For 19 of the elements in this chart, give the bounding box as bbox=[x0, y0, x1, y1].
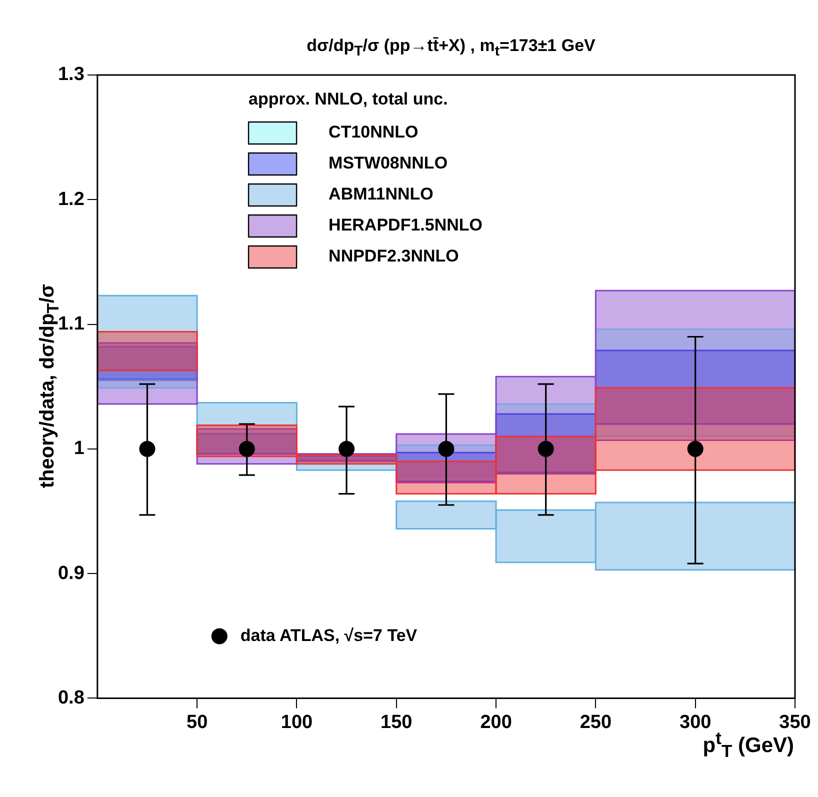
x-tick-label: 50 bbox=[186, 712, 208, 733]
legend-label: NNPDF2.3NNLO bbox=[328, 246, 459, 266]
legend-label: CT10NNLO bbox=[328, 122, 418, 142]
y-tick-label: 1.2 bbox=[58, 188, 84, 210]
x-tick-label: 250 bbox=[580, 712, 612, 733]
y-tick-label: 0.8 bbox=[58, 687, 84, 708]
legend-label: MSTW08NNLO bbox=[328, 154, 448, 173]
legend-label: HERAPDF1.5NNLO bbox=[328, 216, 483, 235]
legend-label: data ATLAS, √s=7 TeV bbox=[240, 626, 418, 645]
legend-title: approx. NNLO, total unc. bbox=[248, 90, 448, 109]
y-tick-label: 1 bbox=[74, 438, 85, 460]
x-tick-label: 150 bbox=[380, 712, 412, 733]
y-tick-label: 0.9 bbox=[58, 562, 84, 584]
chart-title: dσ/dp$_{T}$/σ (pp→tt̄+X) , m$_{t}$=173±1 GeV bbox=[306, 36, 596, 60]
x-tick-label: 100 bbox=[280, 712, 313, 733]
y-tick-label: 1.3 bbox=[58, 64, 84, 86]
y-tick-label: 1.1 bbox=[58, 314, 85, 335]
x-tick-label: 200 bbox=[480, 712, 512, 733]
legend-label: ABM11NNLO bbox=[328, 184, 434, 204]
